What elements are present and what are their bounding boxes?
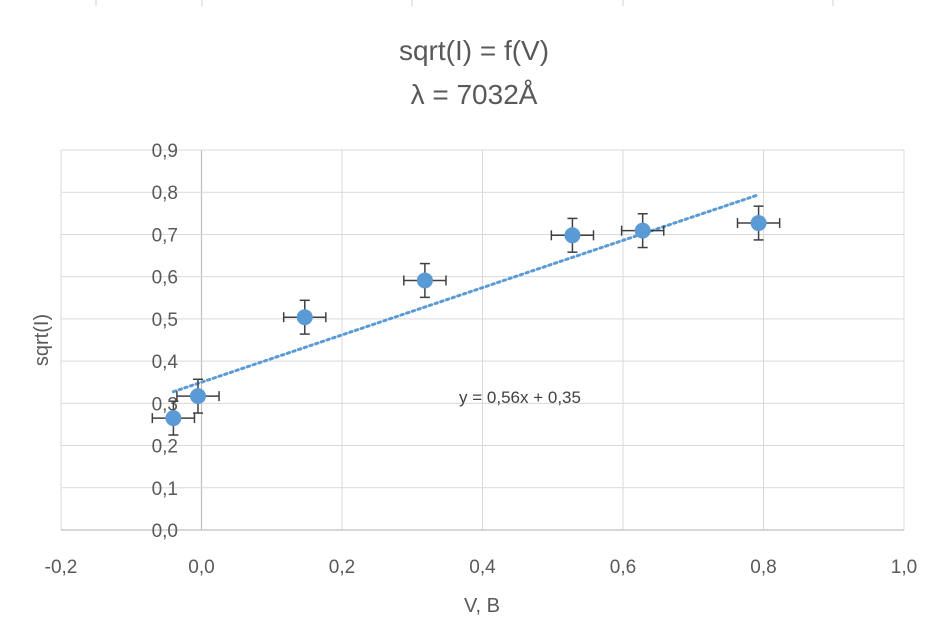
chart-title-line1: sqrt(I) = f(V) <box>399 35 549 66</box>
y-tick-label: 0,3 <box>152 394 178 415</box>
y-tick-label: 0,6 <box>152 268 178 289</box>
y-tick-label: 0,9 <box>152 141 178 162</box>
data-point-group <box>403 262 447 299</box>
data-point-group <box>151 400 196 436</box>
data-point <box>296 309 313 326</box>
data-point-group <box>736 205 781 241</box>
data-point <box>416 272 433 289</box>
chart-title-line2: λ = 7032Å <box>411 79 538 110</box>
data-point <box>189 388 206 405</box>
y-tick-label: 0,7 <box>152 225 178 246</box>
data-point <box>634 222 651 239</box>
top-border-marks <box>95 0 834 6</box>
y-tick-labels: 0,0 0,1 0,2 0,3 0,4 0,5 0,6 0,7 0,8 0,9 <box>152 141 179 542</box>
y-tick-label: 0,2 <box>152 437 178 458</box>
data-point-group <box>620 213 665 249</box>
data-point <box>165 410 182 427</box>
data-point-group <box>282 299 327 335</box>
data-point <box>750 215 767 232</box>
x-tick-label: 0,6 <box>610 557 636 578</box>
x-tick-label: -0,2 <box>45 557 78 578</box>
x-tick-label: 0,4 <box>469 557 496 578</box>
data-points <box>151 205 781 436</box>
y-tick-label: 0,0 <box>152 521 178 542</box>
y-tick-label: 0,8 <box>152 183 178 204</box>
gridlines <box>60 149 905 531</box>
trendline-group <box>171 193 761 394</box>
y-tick-label: 0,1 <box>152 479 178 500</box>
x-tick-labels: -0,2 0,0 0,2 0,4 0,6 0,8 1,0 <box>45 557 918 578</box>
x-tick-label: 1,0 <box>891 557 917 578</box>
trendline-equation: y = 0,56x + 0,35 <box>459 388 581 407</box>
x-tick-label: 0,8 <box>750 557 776 578</box>
y-tick-label: 0,4 <box>152 352 179 373</box>
x-tick-label: 0,0 <box>188 557 214 578</box>
x-axis-label: V, B <box>464 595 500 617</box>
data-point-group <box>550 217 595 253</box>
y-tick-label: 0,5 <box>152 310 178 331</box>
data-point <box>564 227 581 244</box>
x-tick-label: 0,2 <box>329 557 355 578</box>
trendline <box>171 193 761 394</box>
data-point-group <box>176 378 220 414</box>
y-axis-label: sqrt(I) <box>31 314 53 366</box>
